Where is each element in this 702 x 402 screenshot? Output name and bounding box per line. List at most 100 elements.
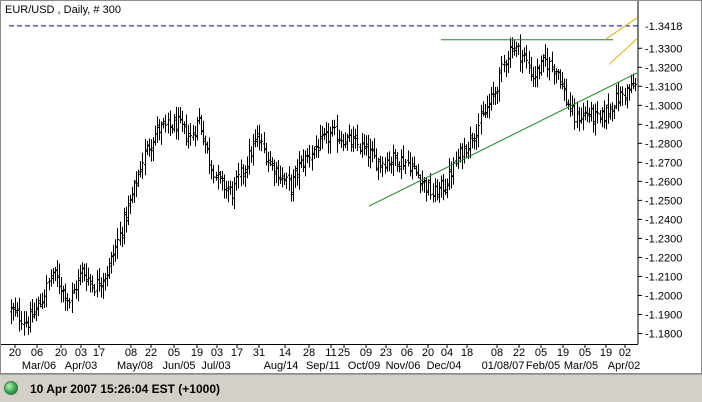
x-month-label: Mar/06 bbox=[22, 360, 56, 372]
ohlc-bar bbox=[484, 103, 487, 118]
ohlc-bar bbox=[365, 135, 368, 156]
ohlc-bar bbox=[548, 57, 551, 81]
x-tick-label: 20 bbox=[9, 347, 21, 359]
x-tick-label: 18 bbox=[461, 347, 473, 359]
ohlc-bar bbox=[400, 149, 403, 180]
x-tick-label: 17 bbox=[93, 347, 105, 359]
ohlc-bar bbox=[344, 132, 347, 149]
ohlc-bar bbox=[509, 37, 512, 68]
ohlc-bar bbox=[164, 114, 167, 133]
x-tick-label: 19 bbox=[191, 347, 203, 359]
ohlc-bar bbox=[102, 272, 105, 299]
ohlc-bar bbox=[25, 311, 28, 328]
x-month-label: Nov/06 bbox=[386, 360, 421, 372]
ohlc-bar bbox=[576, 101, 579, 129]
chart-svg: EUR/USD , Daily, # 300 -1.1800-1.1900-1.… bbox=[1, 1, 682, 372]
y-tick-label: -1.3200 bbox=[645, 62, 682, 74]
y-tick-label: -1.3100 bbox=[645, 81, 682, 93]
ohlc-bar bbox=[528, 51, 531, 75]
ohlc-bar bbox=[240, 159, 243, 187]
ohlc-bar bbox=[592, 104, 595, 133]
y-tick-label: -1.2700 bbox=[645, 157, 682, 169]
ohlc-bar bbox=[409, 152, 412, 177]
ohlc-bar bbox=[212, 164, 215, 184]
ohlc-bar bbox=[121, 226, 124, 248]
x-tick-label: 05 bbox=[168, 347, 180, 359]
ohlc-bar bbox=[419, 174, 422, 194]
ohlc-bar bbox=[231, 181, 234, 206]
ohlc-bar bbox=[626, 84, 629, 109]
ohlc-bar bbox=[271, 157, 274, 171]
ohlc-bar bbox=[18, 297, 21, 332]
ohlc-bar bbox=[162, 117, 165, 129]
ohlc-bar bbox=[137, 169, 140, 188]
ohlc-bar bbox=[119, 221, 122, 246]
ohlc-bar bbox=[331, 119, 334, 137]
ohlc-bar bbox=[229, 180, 232, 195]
ohlc-bar bbox=[146, 140, 149, 155]
ohlc-bar bbox=[77, 269, 80, 302]
ohlc-bar bbox=[242, 164, 245, 185]
ohlc-bar bbox=[427, 179, 430, 196]
x-tick-label: 31 bbox=[253, 347, 265, 359]
ohlc-bar bbox=[488, 93, 491, 119]
ohlc-bar bbox=[169, 110, 172, 136]
y-axis: -1.1800 -1.1900 -1.2000 -1.2100 -1.2200 -1.23… bbox=[1, 1, 682, 345]
ohlc-bar bbox=[530, 57, 533, 82]
ohlc-bar bbox=[112, 244, 115, 266]
ohlc-bar bbox=[206, 141, 209, 154]
ohlc-bar bbox=[605, 104, 608, 130]
x-month-label: May/08 bbox=[117, 360, 153, 372]
ohlc-bar bbox=[198, 108, 201, 125]
ohlc-bar bbox=[254, 129, 257, 148]
ohlc-bar bbox=[300, 155, 303, 168]
x-month-label: Apr/03 bbox=[65, 360, 97, 372]
ohlc-bar bbox=[392, 144, 395, 176]
ohlc-bar bbox=[215, 171, 218, 181]
ohlc-bar bbox=[89, 274, 92, 293]
ohlc-bar bbox=[459, 143, 462, 163]
rising-support-trendline bbox=[368, 72, 638, 207]
ohlc-bar bbox=[29, 301, 32, 333]
ohlc-bar bbox=[45, 275, 48, 308]
ohlc-bar bbox=[402, 145, 405, 171]
ohlc-bar bbox=[181, 110, 184, 132]
x-tick-label: 19 bbox=[600, 347, 612, 359]
ohlc-bar bbox=[208, 137, 211, 175]
ohlc-bar bbox=[477, 113, 480, 148]
ohlc-bar bbox=[294, 165, 297, 188]
ohlc-bar bbox=[613, 104, 616, 119]
ohlc-bar bbox=[302, 149, 305, 173]
ohlc-bar bbox=[85, 263, 88, 292]
y-tick-label: -1.1800 bbox=[645, 328, 682, 340]
ohlc-bar bbox=[60, 277, 63, 303]
ohlc-bar bbox=[594, 103, 597, 136]
ohlc-bar bbox=[56, 260, 59, 287]
ohlc-bar bbox=[601, 107, 604, 128]
ohlc-bar bbox=[68, 297, 71, 309]
ohlc-bar bbox=[352, 126, 355, 153]
ohlc-bar bbox=[244, 165, 247, 187]
ohlc-bar bbox=[83, 263, 86, 282]
x-tick-label: 04 bbox=[441, 347, 453, 359]
ohlc-bar bbox=[444, 178, 447, 196]
ohlc-bar bbox=[507, 50, 510, 74]
ohlc-bar bbox=[525, 45, 528, 69]
ohlc-bar bbox=[436, 179, 439, 201]
ohlc-bar bbox=[194, 125, 197, 147]
ohlc-bar bbox=[461, 143, 464, 170]
ohlc-bar bbox=[513, 39, 516, 56]
ohlc-bar bbox=[542, 54, 545, 73]
ohlc-bar bbox=[200, 114, 203, 135]
ohlc-bar bbox=[394, 148, 397, 166]
x-tick-label: 28 bbox=[303, 347, 315, 359]
ohlc-bar bbox=[450, 161, 453, 189]
ohlc-bar bbox=[152, 137, 155, 161]
ohlc-bar bbox=[319, 124, 322, 151]
ohlc-bar bbox=[557, 69, 560, 80]
ohlc-bar bbox=[225, 180, 228, 199]
y-tick-label: -1.2400 bbox=[645, 214, 682, 226]
ohlc-bar bbox=[381, 156, 384, 177]
price-bars bbox=[10, 34, 637, 336]
ohlc-bar bbox=[93, 283, 96, 297]
